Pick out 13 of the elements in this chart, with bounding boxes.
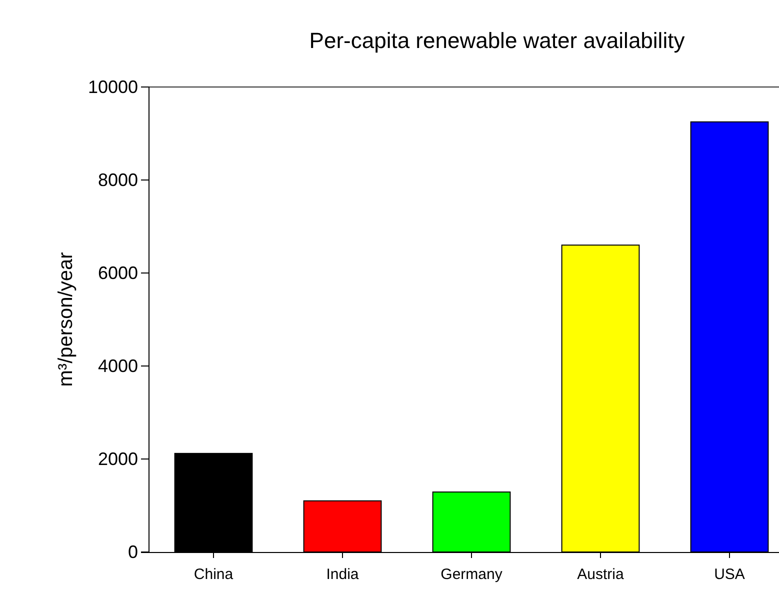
y-tick-label: 6000 [98,262,138,283]
y-axis-title: m³/person/year [55,252,77,387]
y-tick-label: 8000 [98,170,138,190]
x-tick-label: China [194,566,234,583]
x-tick-label: Germany [440,566,503,583]
x-tick-label: USA [714,566,745,583]
x-tick-label: India [326,566,360,583]
y-tick-label: 4000 [98,356,138,376]
y-tick-label: 2000 [98,448,138,469]
y-tick-label: 10000 [88,76,138,97]
chart-title: Per-capita renewable water availability [309,28,685,53]
x-tick-label: Austria [577,566,624,583]
y-tick-label: 0 [128,542,138,562]
